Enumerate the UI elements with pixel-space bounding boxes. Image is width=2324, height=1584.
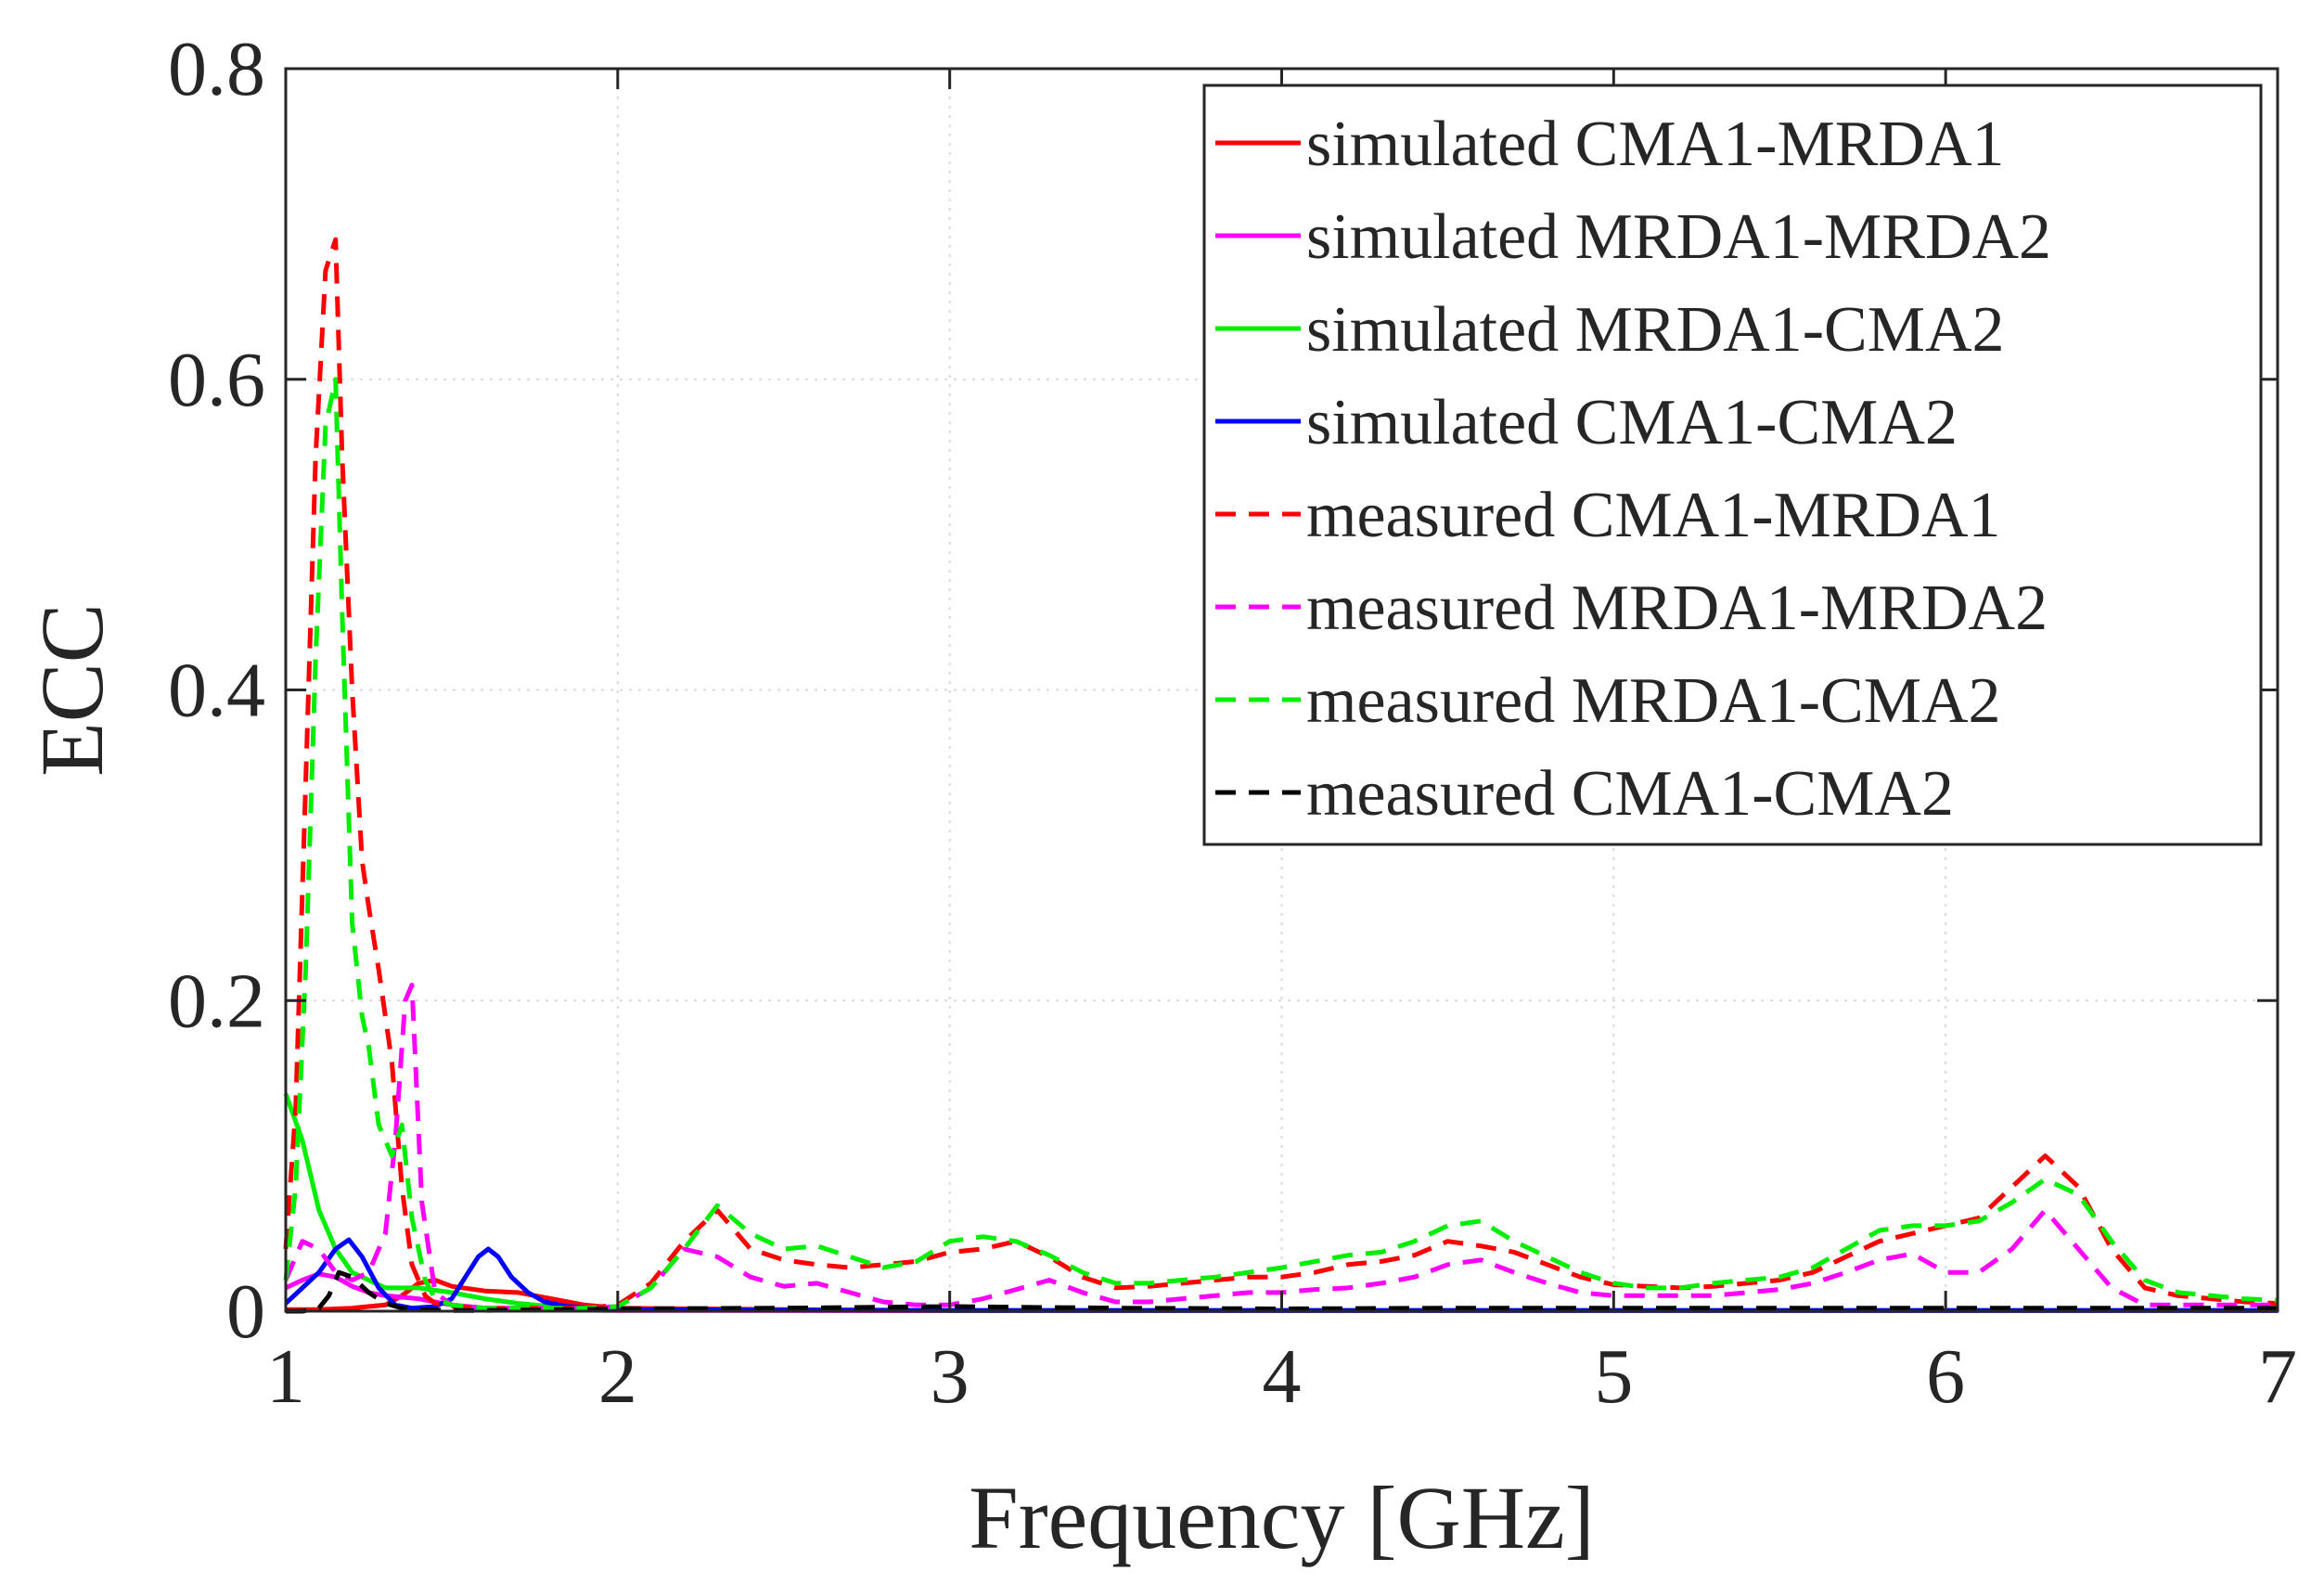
x-tick-label: 5 — [1594, 1333, 1633, 1420]
series-line-measured-cma1-cma2 — [286, 1269, 2278, 1314]
legend-label: measured CMA1-MRDA1 — [1306, 480, 2001, 551]
x-tick-labels: 1 2 3 4 5 6 7 — [266, 1333, 2297, 1420]
y-tick-label: 0.2 — [168, 958, 265, 1044]
y-tick-label: 0.4 — [168, 648, 265, 734]
series-line-measured-mrda1-cma2 — [283, 377, 2279, 1311]
x-tick-label: 2 — [598, 1333, 637, 1420]
y-tick-label: 0.6 — [168, 337, 265, 423]
legend-label: simulated MRDA1-MRDA2 — [1306, 201, 2051, 273]
legend-label: simulated CMA1-CMA2 — [1306, 387, 1958, 458]
y-tick-label: 0 — [226, 1268, 265, 1355]
plot-series — [283, 237, 2279, 1314]
y-tick-label: 0.8 — [168, 26, 265, 112]
legend-label: measured MRDA1-MRDA2 — [1306, 573, 2048, 644]
legend-label: measured MRDA1-CMA2 — [1306, 665, 2001, 737]
legend-items: simulated CMA1-MRDA1 simulated MRDA1-MRDA… — [1215, 109, 2051, 830]
legend-label: simulated MRDA1-CMA2 — [1306, 294, 2005, 366]
axis-ticks — [284, 67, 2279, 1313]
x-axis-label: Frequency [GHz] — [969, 1468, 1594, 1567]
series-line-measured-cma1-mrda1 — [283, 237, 2279, 1311]
legend-label: measured CMA1-CMA2 — [1306, 758, 1954, 830]
y-tick-labels: 0 0.2 0.4 0.6 0.8 — [168, 26, 265, 1355]
x-tick-label: 7 — [2258, 1333, 2297, 1420]
x-tick-label: 6 — [1926, 1333, 1965, 1420]
y-axis-label: ECC — [22, 603, 122, 777]
x-tick-label: 3 — [931, 1333, 969, 1420]
x-tick-label: 1 — [266, 1333, 305, 1420]
legend-label: simulated CMA1-MRDA1 — [1306, 109, 2005, 180]
legend: simulated CMA1-MRDA1 simulated MRDA1-MRDA… — [1202, 84, 2263, 846]
legend-box — [1202, 84, 2263, 846]
x-tick-label: 4 — [1263, 1333, 1302, 1420]
